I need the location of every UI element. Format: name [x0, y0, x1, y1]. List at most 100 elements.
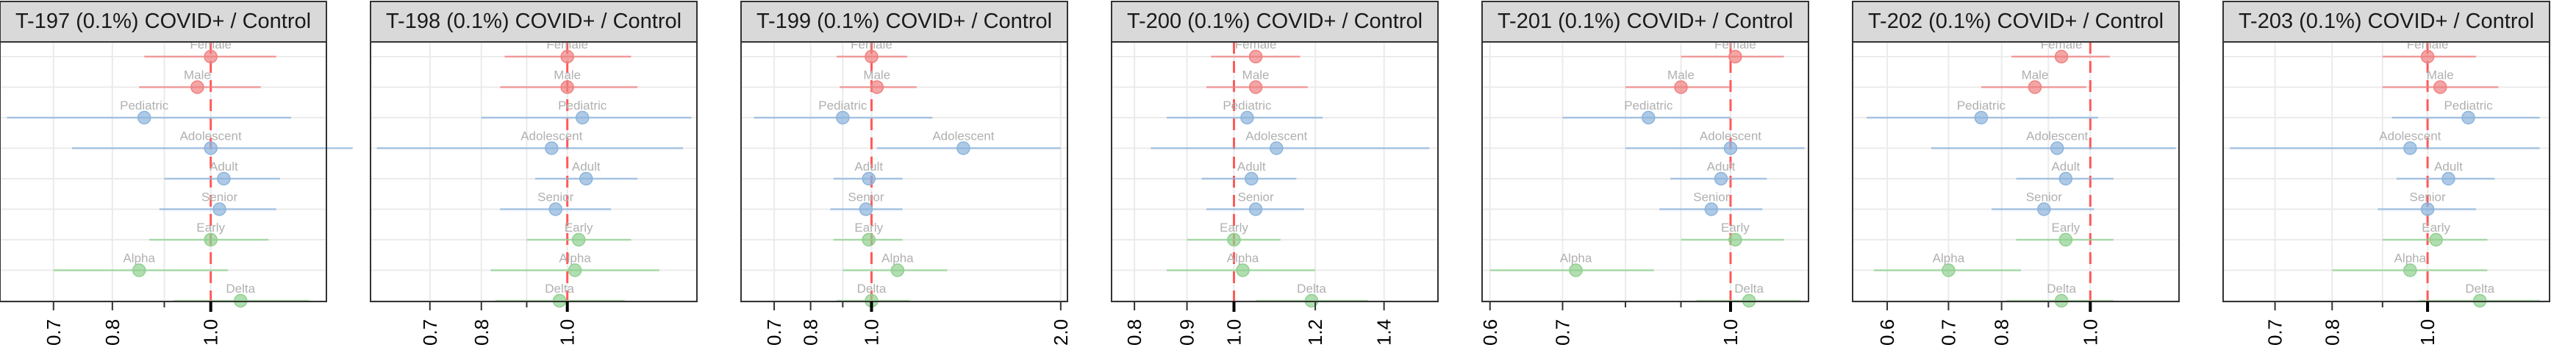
facet-strip [2222, 1, 2550, 43]
point-estimate [2058, 171, 2073, 186]
plot-area [0, 42, 326, 302]
axis-tick-label: 0.8 [1123, 319, 1145, 346]
point-estimate [1723, 141, 1738, 155]
point-label: Alpha [123, 252, 155, 265]
axis-tick-label: 0.7 [763, 319, 785, 346]
plot-area [1853, 42, 2179, 302]
point-label: Delta [1297, 282, 1326, 296]
point-estimate [2028, 80, 2042, 94]
point-estimate [545, 141, 559, 155]
point-estimate [1728, 49, 1742, 64]
axis-tick-label: 0.8 [471, 319, 493, 346]
point-estimate [1248, 80, 1263, 94]
point-estimate [1714, 171, 1728, 186]
point-label: Pediatric [558, 99, 607, 113]
axis-tick-label: 0.7 [419, 319, 441, 346]
point-estimate [2420, 202, 2435, 216]
point-estimate [1240, 110, 1254, 125]
axis-tick-label: 1.2 [1304, 319, 1326, 346]
point-estimate [571, 232, 586, 247]
point-label: Pediatric [1624, 99, 1673, 113]
point-label: Delta [2047, 282, 2076, 296]
point-label: Male [554, 68, 581, 82]
axis-tick-label: 1.0 [1223, 319, 1245, 346]
point-label: Pediatric [120, 99, 169, 113]
axis-tick-label: 1.0 [2079, 319, 2101, 346]
point-label: Pediatric [2444, 99, 2493, 113]
plot-area [741, 42, 1067, 302]
facet-strip [1481, 1, 1809, 43]
point-estimate [1704, 202, 1719, 216]
point-label: Pediatric [1223, 99, 1272, 113]
point-estimate [859, 202, 873, 216]
point-estimate [560, 49, 574, 64]
point-label: Delta [226, 282, 255, 296]
point-estimate [2441, 171, 2455, 186]
point-estimate [2054, 49, 2069, 64]
point-label: Alpha [2394, 252, 2427, 265]
axis-tick-label: 0.7 [43, 319, 65, 346]
point-estimate [1248, 202, 1263, 216]
point-label: Adolescent [2026, 129, 2088, 143]
panel-title: T-201 (0.1%) COVID+ / Control [1498, 10, 1793, 33]
point-label: Male [1667, 68, 1695, 82]
point-label: Adolescent [1700, 129, 1761, 143]
point-label: Early [1220, 221, 1248, 235]
point-estimate [212, 202, 226, 216]
panel-6: FemaleMalePediatricAdolescentAdultSenior… [1852, 1, 2180, 346]
facet-strip [1852, 1, 2180, 43]
point-label: Delta [2465, 282, 2494, 296]
plot-area [371, 42, 697, 302]
point-label: Senior [848, 190, 884, 204]
panel-title: T-200 (0.1%) COVID+ / Control [1127, 10, 1423, 33]
point-label: Male [184, 68, 211, 82]
point-estimate [1728, 232, 1742, 247]
point-label: Male [1242, 68, 1270, 82]
facet-strip [0, 1, 327, 43]
point-estimate [1270, 141, 1284, 155]
point-estimate [560, 80, 574, 94]
point-label: Pediatric [1957, 99, 2006, 113]
point-estimate [575, 110, 590, 125]
point-estimate [548, 202, 562, 216]
point-estimate [862, 171, 876, 186]
point-estimate [2433, 80, 2447, 94]
axis-tick-label: 0.6 [1876, 319, 1898, 346]
point-estimate [568, 263, 582, 277]
point-label: Early [196, 221, 225, 235]
point-label: Senior [2026, 190, 2062, 204]
axis-tick-label: 0.9 [1176, 319, 1198, 346]
plot-area [1482, 42, 1808, 302]
point-label: Adult [2434, 160, 2463, 174]
axis-tick-label: 0.8 [101, 319, 124, 346]
point-estimate [132, 263, 146, 277]
point-estimate [579, 171, 593, 186]
panel-title: T-199 (0.1%) COVID+ / Control [756, 10, 1052, 33]
point-label: Senior [2410, 190, 2446, 204]
panel-7: FemaleMalePediatricAdolescentAdultSenior… [2222, 1, 2550, 346]
axis-tick-label: 0.7 [2264, 319, 2286, 346]
panel-title: T-202 (0.1%) COVID+ / Control [1868, 10, 2164, 33]
point-label: Senior [1238, 190, 1274, 204]
point-estimate [865, 49, 879, 64]
panel-5: FemaleMalePediatricAdolescentAdultSenior… [1479, 1, 1809, 346]
point-label: Early [1721, 221, 1750, 235]
plot-area [1112, 42, 1438, 302]
point-label: Adolescent [1245, 129, 1307, 143]
point-estimate [956, 141, 970, 155]
point-label: Pediatric [818, 99, 867, 113]
point-label: Adult [1237, 160, 1266, 174]
point-label: Early [854, 221, 883, 235]
panel-1: FemaleMalePediatricAdolescentAdultSenior… [0, 1, 353, 346]
axis-tick-label: 1.0 [200, 319, 222, 346]
point-label: Senior [1693, 190, 1729, 204]
panel-3: FemaleMalePediatricAdolescentAdultSenior… [740, 1, 1072, 346]
point-label: Alpha [881, 252, 914, 265]
point-estimate [204, 141, 218, 155]
point-estimate [204, 232, 218, 247]
point-label: Alpha [559, 252, 591, 265]
axis-tick-label: 2.0 [1050, 319, 1072, 346]
point-label: Adult [210, 160, 238, 174]
point-estimate [870, 80, 884, 94]
